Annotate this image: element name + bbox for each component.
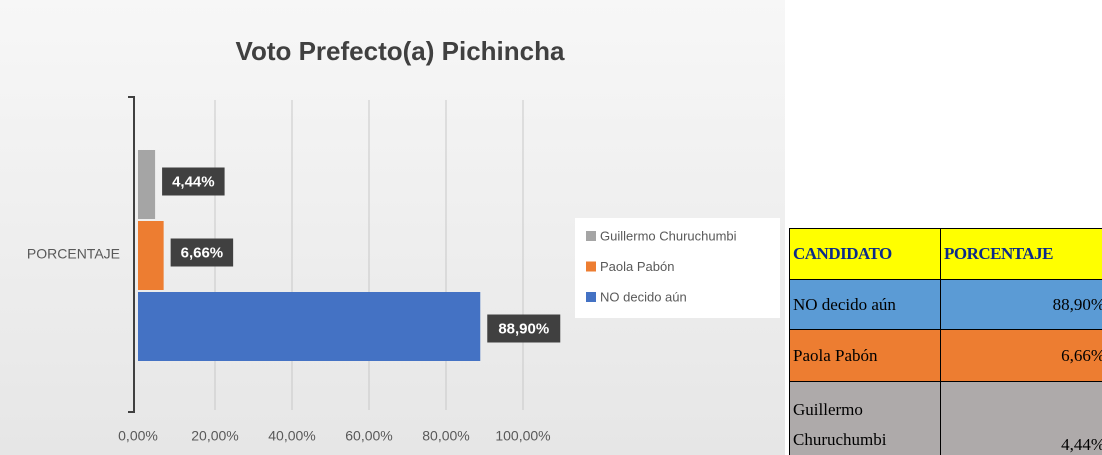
data-label: 4,44% [172,173,215,190]
cell: NO decido aún [789,279,941,330]
bar [138,292,481,361]
table-row: NO decido aún 88,90% [789,279,1102,330]
chart: Voto Prefecto(a) Pichincha 0,00% 20,00% 40… [0,0,785,455]
x-tick-label: 80,00% [422,428,469,444]
table-row: Guillermo Churuchumbi 4,44% [789,381,1102,455]
table-header: CANDIDATO PORCENTAJE [789,228,1102,280]
cell: Paola Pabón [789,329,941,382]
y-axis [128,96,135,413]
legend-label: Paola Pabón [600,259,674,274]
cell: 4,44% [940,381,1102,455]
legend-swatch [586,261,596,272]
x-tick-label: 0,00% [118,428,158,444]
cell: 88,90% [940,279,1102,330]
category-label: PORCENTAJE [27,246,120,262]
data-label: 6,66% [181,244,224,261]
bar [138,150,156,219]
data-label-box [162,167,225,196]
bar [138,221,164,290]
data-label-box [487,314,561,343]
header-cell: PORCENTAJE [940,228,1102,280]
cell: 6,66% [940,329,1102,382]
legend-label: Guillermo Churuchumbi [600,228,737,243]
data-label: 88,90% [498,320,549,337]
data-label-box [170,238,234,267]
legend-label: NO decido aún [600,289,687,304]
legend-box [575,218,780,318]
table-container: CANDIDATO PORCENTAJE NO decido aún 88,90… [789,228,1102,455]
table: CANDIDATO PORCENTAJE NO decido aún 88,90… [789,228,1102,455]
legend-swatch [586,231,596,241]
cell: Guillermo Churuchumbi [789,381,941,455]
x-tick-label: 20,00% [191,428,238,444]
x-tick-label: 40,00% [268,428,315,444]
legend-swatch [586,292,596,302]
x-tick-label: 60,00% [345,428,392,444]
x-tick-label: 100,00% [495,428,550,444]
header-cell: CANDIDATO [789,228,941,280]
chart-title: Voto Prefecto(a) Pichincha [236,36,565,66]
table-row: Paola Pabón 6,66% [789,329,1102,382]
